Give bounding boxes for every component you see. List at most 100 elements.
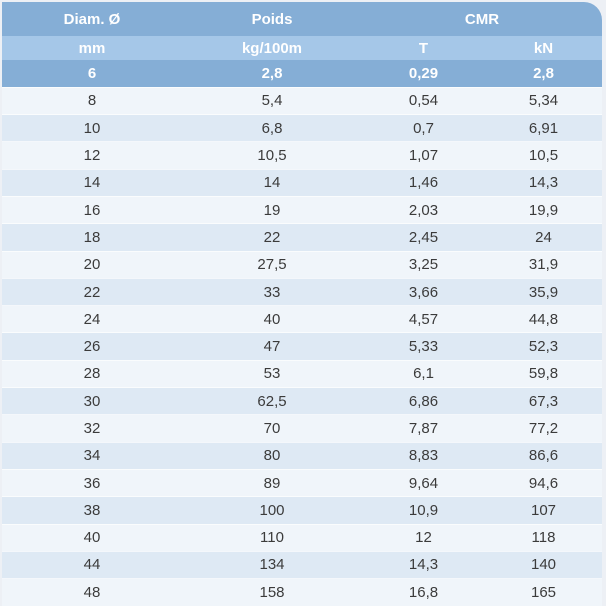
table-cell: 47 — [263, 338, 281, 356]
table-cell: 5,33 — [408, 338, 439, 356]
table-cell: 1,07 — [408, 147, 439, 165]
table-row: 32 70 7,87 77,2 — [2, 414, 602, 443]
table-cell: 9,64 — [408, 474, 439, 492]
table-cell: 89 — [263, 474, 281, 492]
table-cell: 12 — [83, 147, 101, 165]
table-row: 8 5,4 0,54 5,34 — [2, 87, 602, 115]
table-row: 44 134 14,3 140 — [2, 551, 602, 579]
table-cell: 31,9 — [528, 256, 559, 274]
table-cell: 14,3 — [408, 556, 439, 574]
table-cell: 67,3 — [528, 392, 559, 410]
table-row: 24 40 4,57 44,8 — [2, 305, 602, 333]
table-cell: 80 — [263, 447, 281, 465]
table-cell: 33 — [263, 283, 281, 301]
table-cell: 27,5 — [257, 256, 287, 274]
table-cell: 8 — [87, 92, 97, 110]
table-cell: 94,6 — [528, 474, 559, 492]
table-cell: 24 — [83, 310, 101, 328]
table-cell: 5,4 — [261, 92, 283, 110]
table-cell: 77,2 — [528, 420, 559, 437]
table-cell: 12 — [415, 529, 432, 547]
table-cell: 7,87 — [408, 420, 439, 437]
table-units-row: mm kg/100m T kN — [2, 36, 602, 60]
table-cell: 22 — [263, 228, 281, 246]
table-cell: 14,3 — [528, 174, 559, 192]
table-cell: 110 — [260, 529, 284, 547]
table-header-row: Diam. Ø Poids CMR — [2, 2, 602, 36]
table-cell: 40 — [263, 310, 281, 328]
table-cell: 38 — [83, 501, 101, 519]
table-row: 38 100 10,9 107 — [2, 496, 602, 525]
table-cell: 14 — [263, 174, 281, 192]
header-weight: Poids — [251, 10, 293, 28]
table-row: 36 89 9,64 94,6 — [2, 469, 602, 497]
table-cell: 100 — [259, 501, 285, 519]
table-cell: 2,8 — [533, 64, 554, 82]
table-cell: 20 — [83, 256, 101, 274]
table-body: 6 2,8 0,29 2,8 8 5,4 0,54 5,34 10 6,8 0,7 6,91 12 10,… — [2, 60, 602, 606]
table-cell: 0,7 — [413, 119, 434, 137]
table-cell: 36 — [83, 474, 101, 492]
table-cell: 16 — [83, 201, 101, 219]
table-row: 34 80 8,83 86,6 — [2, 442, 602, 470]
table-cell: 8,83 — [408, 447, 439, 465]
table-cell: 32 — [83, 420, 101, 437]
unit-kg-per-100m: kg/100m — [241, 39, 303, 57]
table-cell: 19 — [263, 201, 281, 219]
table-cell: 6,1 — [413, 365, 434, 383]
table-row: 6 2,8 0,29 2,8 — [2, 60, 602, 88]
table-cell: 48 — [83, 584, 101, 602]
table-cell: 53 — [263, 365, 281, 383]
table-cell: 2,8 — [261, 64, 283, 82]
table-cell: 140 — [530, 556, 557, 574]
table-cell: 118 — [531, 529, 556, 547]
table-cell: 2,03 — [408, 201, 439, 219]
table-row: 30 62,5 6,86 67,3 — [2, 387, 602, 415]
table-row: 16 19 2,03 19,9 — [2, 196, 602, 224]
table-cell: 134 — [259, 556, 285, 574]
table-row: 28 53 6,1 59,8 — [2, 360, 602, 388]
table-row: 12 10,5 1,07 10,5 — [2, 141, 602, 170]
table-cell: 6,86 — [408, 392, 439, 410]
table-cell: 34 — [83, 447, 101, 465]
table-cell: 28 — [83, 365, 101, 383]
table-cell: 40 — [83, 529, 101, 547]
table-cell: 10 — [83, 119, 101, 137]
table-cell: 44 — [83, 556, 101, 574]
table-cell: 10,5 — [257, 147, 287, 165]
table-cell: 3,25 — [408, 256, 439, 274]
table-cell: 2,45 — [408, 228, 439, 246]
header-cmr: CMR — [464, 10, 500, 28]
table-cell: 52,3 — [528, 338, 559, 356]
table-cell: 62,5 — [257, 392, 287, 410]
table-cell: 10,5 — [528, 147, 559, 165]
table-cell: 16,8 — [408, 584, 439, 602]
table-cell: 24 — [535, 228, 552, 246]
table-cell: 6,91 — [528, 119, 559, 137]
table-cell: 1,46 — [408, 174, 439, 192]
table-cell: 22 — [83, 283, 101, 301]
table-cell: 6 — [87, 64, 97, 82]
table-row: 14 14 1,46 14,3 — [2, 169, 602, 197]
table-row: 10 6,8 0,7 6,91 — [2, 114, 602, 142]
unit-tonnes: T — [418, 39, 429, 57]
table-cell: 19,9 — [528, 201, 559, 219]
table-row: 22 33 3,66 35,9 — [2, 278, 602, 306]
table-cell: 158 — [259, 584, 285, 602]
table-cell: 35,9 — [528, 283, 559, 301]
table-cell: 107 — [530, 501, 557, 519]
unit-kilonewtons: kN — [533, 39, 554, 57]
table-cell: 70 — [263, 420, 281, 437]
table-cell: 0,54 — [408, 92, 439, 110]
table-cell: 165 — [530, 584, 557, 602]
table-cell: 44,8 — [528, 310, 559, 328]
table-cell: 59,8 — [528, 365, 559, 383]
table-cell: 18 — [83, 228, 101, 246]
table-cell: 4,57 — [408, 310, 439, 328]
table-cell: 14 — [83, 174, 101, 192]
table-cell: 5,34 — [528, 92, 559, 110]
table-cell: 6,8 — [261, 119, 283, 137]
table-cell: 3,66 — [408, 283, 439, 301]
